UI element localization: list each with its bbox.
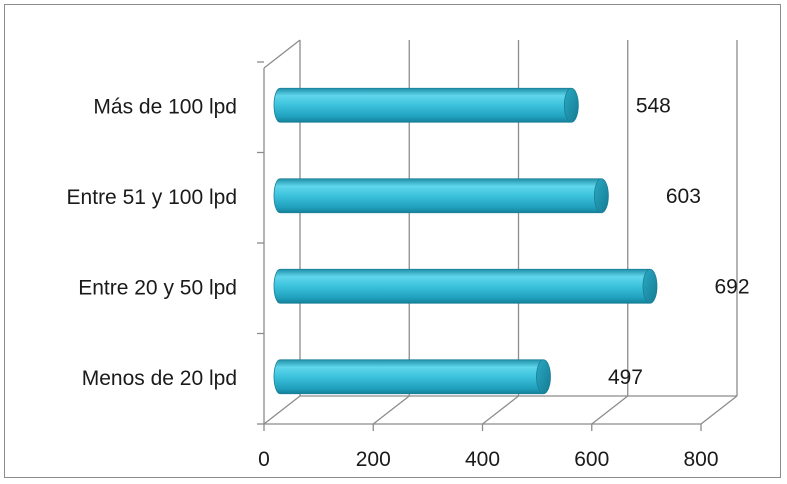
- data-label: 692: [714, 275, 749, 298]
- category-label: Entre 51 y 100 lpd: [67, 186, 237, 209]
- bar: [273, 178, 608, 214]
- floor-gridline: [482, 395, 519, 425]
- bar: [273, 268, 657, 304]
- floor-gridline: [372, 395, 410, 425]
- category-label: Menos de 20 lpd: [82, 367, 237, 390]
- x-tick-label: 800: [683, 448, 718, 471]
- data-label: 603: [666, 185, 701, 208]
- bar-end-cap: [563, 87, 579, 123]
- bar-end-cap: [536, 359, 551, 395]
- x-tick-label: 400: [465, 448, 500, 471]
- bar: [273, 359, 550, 395]
- data-label: 497: [608, 366, 643, 389]
- floor-gridline: [591, 395, 629, 425]
- category-label: Entre 20 y 50 lpd: [78, 276, 237, 299]
- category-label: Más de 100 lpd: [93, 95, 237, 118]
- floor-gridline: [700, 395, 738, 425]
- bar-end-cap: [593, 178, 609, 214]
- x-tick-label: 600: [574, 448, 609, 471]
- x-tick-label: 200: [356, 448, 391, 471]
- x-tick-label: 0: [258, 448, 270, 471]
- floor-gridline: [263, 395, 301, 425]
- left-wall-top-edge: [263, 39, 301, 69]
- bar: [273, 87, 578, 123]
- data-label: 548: [636, 94, 671, 117]
- bar-end-cap: [642, 268, 658, 304]
- chart-frame: [4, 4, 781, 478]
